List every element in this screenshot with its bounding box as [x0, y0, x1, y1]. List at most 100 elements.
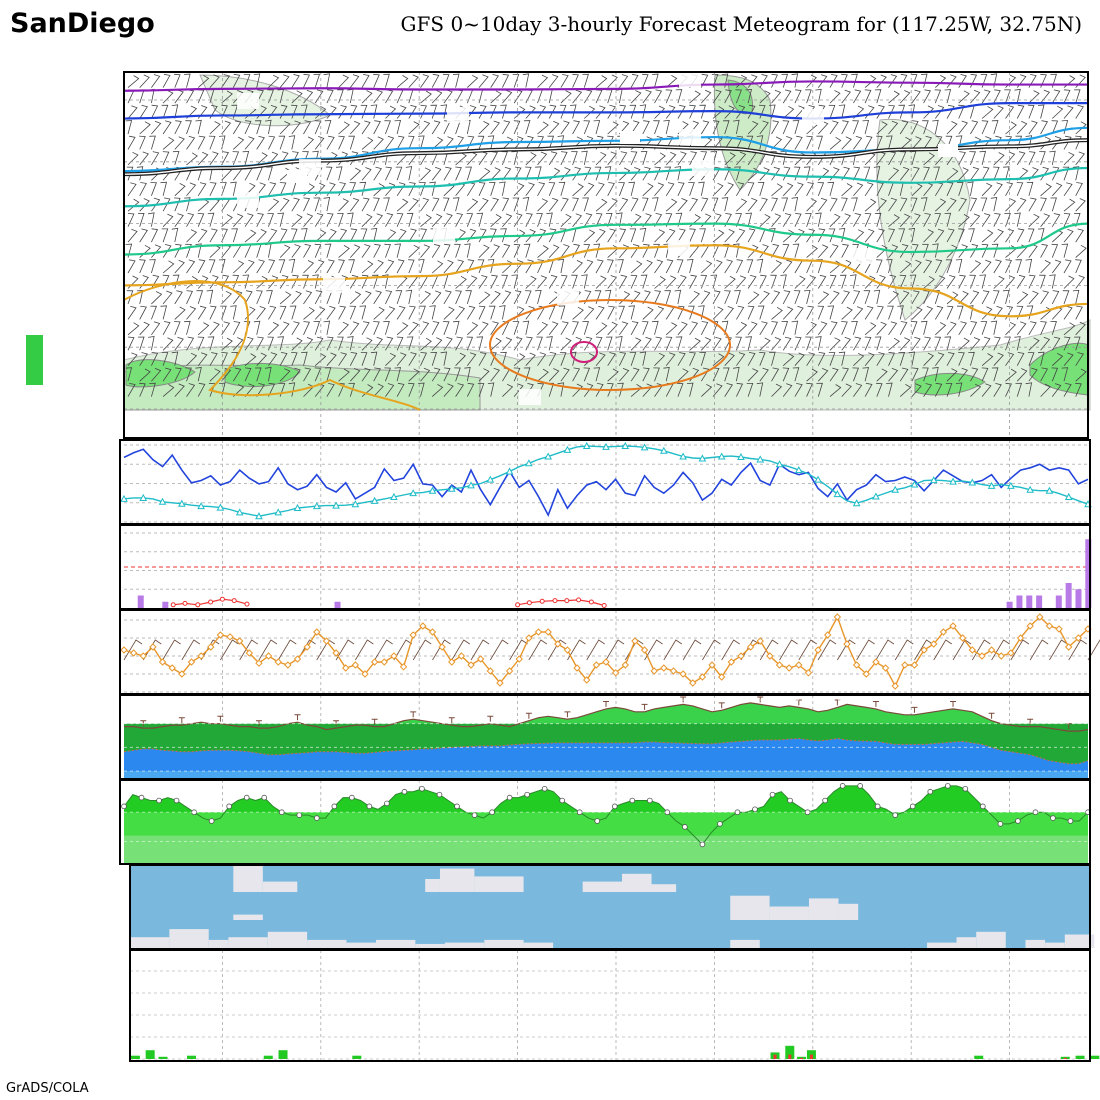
wind-barb: [946, 104, 955, 119]
wind-barb: [1005, 275, 1016, 289]
wind-barb: [1016, 321, 1027, 336]
wind-barb: [864, 305, 874, 320]
rh-label-box: [26, 335, 43, 385]
wind-barb: [922, 243, 929, 258]
wind-barb: [502, 166, 512, 181]
wind-barb: [899, 384, 912, 397]
wind-barb: [771, 197, 778, 212]
wind-barb: [171, 104, 179, 119]
wind-barb: [876, 275, 886, 289]
wind-barb: [782, 306, 794, 320]
thickness-point: [1064, 492, 1073, 500]
wind-barb: [490, 244, 500, 258]
wind-barb: [125, 120, 133, 135]
wind-barb: [640, 274, 648, 289]
wind-barb: [487, 382, 495, 397]
wind-barb: [923, 383, 933, 397]
wind-barb: [654, 229, 666, 243]
wind-barb: [1004, 89, 1011, 104]
wind-barb: [794, 352, 805, 366]
wind-barb: [127, 259, 136, 274]
wind-barb: [1063, 259, 1072, 274]
wind-barb: [677, 368, 689, 382]
wind-barb: [312, 274, 319, 289]
temp-max-whisker: [178, 717, 185, 724]
wind-barb: [148, 212, 155, 227]
wind-barb: [314, 243, 322, 258]
wind-barb: [288, 258, 296, 274]
wind-barb: [127, 352, 138, 366]
wind-barb: [922, 120, 929, 135]
wind-barb: [688, 182, 695, 196]
wind-barb: [583, 120, 591, 135]
cloud-low-block: [267, 931, 308, 948]
wind-barb: [722, 367, 730, 382]
wind-barb: [567, 639, 586, 661]
wind-barb: [525, 336, 533, 351]
wind-barb: [1040, 89, 1051, 104]
wind-barb: [513, 290, 522, 305]
temp-max-whisker: [718, 702, 725, 709]
precip-panel: [129, 949, 1100, 1062]
wind-barb: [139, 135, 146, 150]
wind-barb: [466, 305, 476, 320]
wind-barb: [791, 320, 799, 335]
wind-barb: [584, 182, 595, 197]
wind-barb: [1005, 151, 1016, 166]
wind-barb: [303, 290, 313, 305]
wind-barb: [200, 639, 220, 661]
wind-barb: [323, 73, 331, 88]
wind-barb: [335, 639, 355, 661]
wind-barb: [619, 74, 629, 88]
wind-barb: [630, 321, 639, 335]
wind-barb: [197, 135, 206, 150]
wind-barb: [268, 305, 277, 320]
wind-barb: [420, 167, 432, 181]
wind-barb: [208, 259, 216, 274]
wind-speed-point: [293, 655, 302, 663]
wind-barb: [408, 259, 415, 274]
thickness-point: [1026, 485, 1035, 493]
wind-barb: [1063, 105, 1074, 119]
wind-barb: [349, 74, 360, 88]
wind-barb: [537, 275, 548, 289]
wind-barb: [922, 367, 929, 382]
wind-barb: [689, 197, 699, 212]
wind-speed-point: [351, 661, 360, 669]
wind-barb: [513, 367, 521, 382]
wind-barb: [914, 639, 933, 661]
wind-barb: [652, 197, 659, 212]
wind-speed-point: [698, 673, 707, 681]
wind-barb: [1040, 183, 1052, 197]
wind-barb: [383, 73, 390, 88]
wind-barb: [408, 321, 419, 336]
wind-barb: [500, 104, 507, 119]
wind-barb: [782, 182, 794, 197]
cloud-low-block: [956, 937, 977, 948]
wind-barb: [361, 136, 374, 150]
wind-barb: [618, 182, 625, 196]
cloud-high-block: [262, 881, 298, 892]
rh-point: [822, 797, 828, 804]
wind-barb: [1073, 212, 1081, 227]
wind-barb: [127, 198, 140, 212]
wind-barb: [958, 352, 965, 366]
wind-speed-point: [158, 658, 167, 666]
wind-barb: [595, 213, 603, 227]
wind-barb: [277, 336, 285, 351]
wind-barb: [934, 89, 942, 104]
wind-barb: [851, 320, 858, 335]
wind-barb: [268, 151, 279, 166]
cloud-low-block: [130, 937, 170, 948]
wind-barb: [490, 104, 497, 119]
cloud-low-block: [1025, 939, 1046, 948]
wind-barb: [186, 229, 198, 243]
wind-speed-point: [583, 676, 591, 684]
wind-speed-point: [438, 643, 446, 651]
wind-barb: [1005, 368, 1017, 382]
rh-point: [313, 815, 320, 821]
wind-barb: [971, 639, 991, 661]
wind-barb: [899, 90, 911, 104]
wind-barb: [841, 197, 848, 212]
wind-speed-point: [255, 659, 263, 667]
